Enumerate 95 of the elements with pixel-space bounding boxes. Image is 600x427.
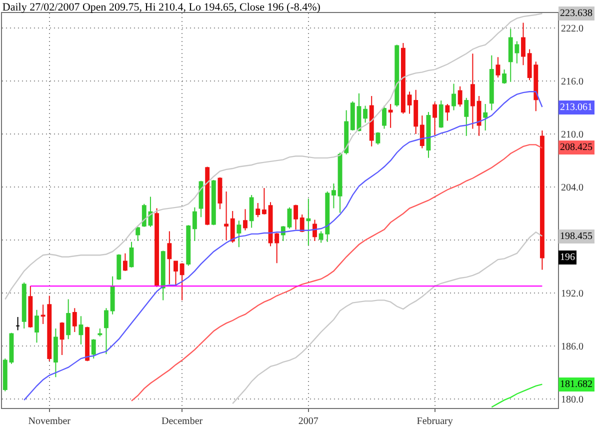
y-tick-label: 210.0 xyxy=(561,130,584,141)
candlestick xyxy=(148,196,153,228)
candlestick xyxy=(85,326,90,362)
candlestick xyxy=(458,86,462,108)
candlestick xyxy=(464,97,469,136)
candlestick xyxy=(338,152,342,214)
candlestick xyxy=(256,202,260,218)
candlestick xyxy=(72,308,77,332)
candlestick xyxy=(205,166,210,226)
candlestick xyxy=(420,115,424,149)
candlestick xyxy=(122,252,128,272)
annotation: 196 xyxy=(560,252,575,263)
candlestick xyxy=(236,220,242,248)
candlestick xyxy=(294,204,298,230)
candlestick xyxy=(154,208,160,287)
x-tick-label: 2007 xyxy=(298,416,318,427)
candlestick xyxy=(160,250,166,301)
line-series xyxy=(232,232,543,404)
candlestick xyxy=(287,206,292,230)
candlestick xyxy=(363,105,368,124)
candlestick xyxy=(224,191,229,241)
x-tick-label: December xyxy=(162,416,204,427)
candlestick xyxy=(489,54,494,111)
candlestick xyxy=(66,298,71,340)
candlestick xyxy=(186,224,191,266)
candlestick xyxy=(60,322,64,356)
candlestick xyxy=(312,219,317,242)
candlestick xyxy=(438,100,444,128)
y-tick-label: 180.0 xyxy=(561,394,584,406)
y-tick-label: 186.0 xyxy=(561,342,584,353)
candlestick xyxy=(136,226,140,242)
data-label: 223.638 xyxy=(560,8,592,19)
line-series xyxy=(130,144,543,402)
candlestick xyxy=(452,83,456,111)
candlestick xyxy=(350,100,355,132)
chart-title: Daily 27/02/2007 Open 209.75, Hi 210.4, Lo 194.65, Close 196 (-8.4%) xyxy=(2,1,321,14)
line-series xyxy=(491,384,543,408)
y-tick-label: 216.0 xyxy=(561,76,584,88)
candlestick xyxy=(376,132,380,146)
candlestick xyxy=(300,214,304,233)
candlestick xyxy=(34,309,39,344)
candlestick xyxy=(78,316,84,345)
candlestick xyxy=(91,338,96,360)
y-tick-label: 204.0 xyxy=(561,182,584,194)
candlestick xyxy=(306,198,311,246)
candlestick xyxy=(344,110,349,155)
candlestick xyxy=(110,276,115,315)
candlestick xyxy=(16,316,20,331)
y-tick-label: 192.0 xyxy=(561,288,584,300)
candlestick xyxy=(382,105,386,130)
candlestick xyxy=(142,203,146,228)
candlestick xyxy=(496,56,500,78)
candlestick xyxy=(22,282,26,329)
candlestick xyxy=(198,180,204,218)
line-series xyxy=(24,91,543,401)
line-series xyxy=(4,13,543,300)
candlestick xyxy=(483,104,488,132)
candlestick xyxy=(116,254,122,280)
candlestick xyxy=(470,53,475,130)
candlestick xyxy=(211,180,216,226)
candlestick xyxy=(230,210,235,244)
candlestick xyxy=(400,42,406,114)
candlestick xyxy=(218,176,222,210)
data-label: 213.061 xyxy=(560,102,592,113)
data-label: 208.425 xyxy=(560,142,592,153)
candlestick xyxy=(445,104,450,122)
candlestick xyxy=(2,358,8,392)
x-tick-label: February xyxy=(416,416,453,427)
candlestick xyxy=(432,102,438,136)
candlestick xyxy=(243,208,248,231)
candlestick xyxy=(249,194,254,228)
candlestick xyxy=(53,328,58,378)
candlestick xyxy=(104,308,108,355)
candlestick xyxy=(388,104,393,128)
candlestick xyxy=(262,187,266,215)
candlestick xyxy=(192,206,197,242)
candlestick xyxy=(98,328,102,337)
candlestick xyxy=(540,130,544,270)
candlestick xyxy=(394,44,400,108)
candlestick xyxy=(129,241,134,268)
candlestick xyxy=(502,69,507,84)
candlestick xyxy=(476,96,482,136)
y-tick-label: 222.0 xyxy=(561,24,584,35)
candlestick xyxy=(356,92,362,132)
candlestick xyxy=(426,111,431,158)
candlestick xyxy=(180,262,184,301)
candlestick xyxy=(174,260,178,287)
x-tick-label: November xyxy=(28,416,72,427)
candlestick xyxy=(167,230,172,285)
candlestick xyxy=(331,183,336,209)
candlestick xyxy=(369,96,374,147)
candlestick xyxy=(28,286,33,328)
data-label: 198.455 xyxy=(560,231,592,242)
data-label: 181.682 xyxy=(560,379,592,390)
candlestick xyxy=(521,22,526,66)
